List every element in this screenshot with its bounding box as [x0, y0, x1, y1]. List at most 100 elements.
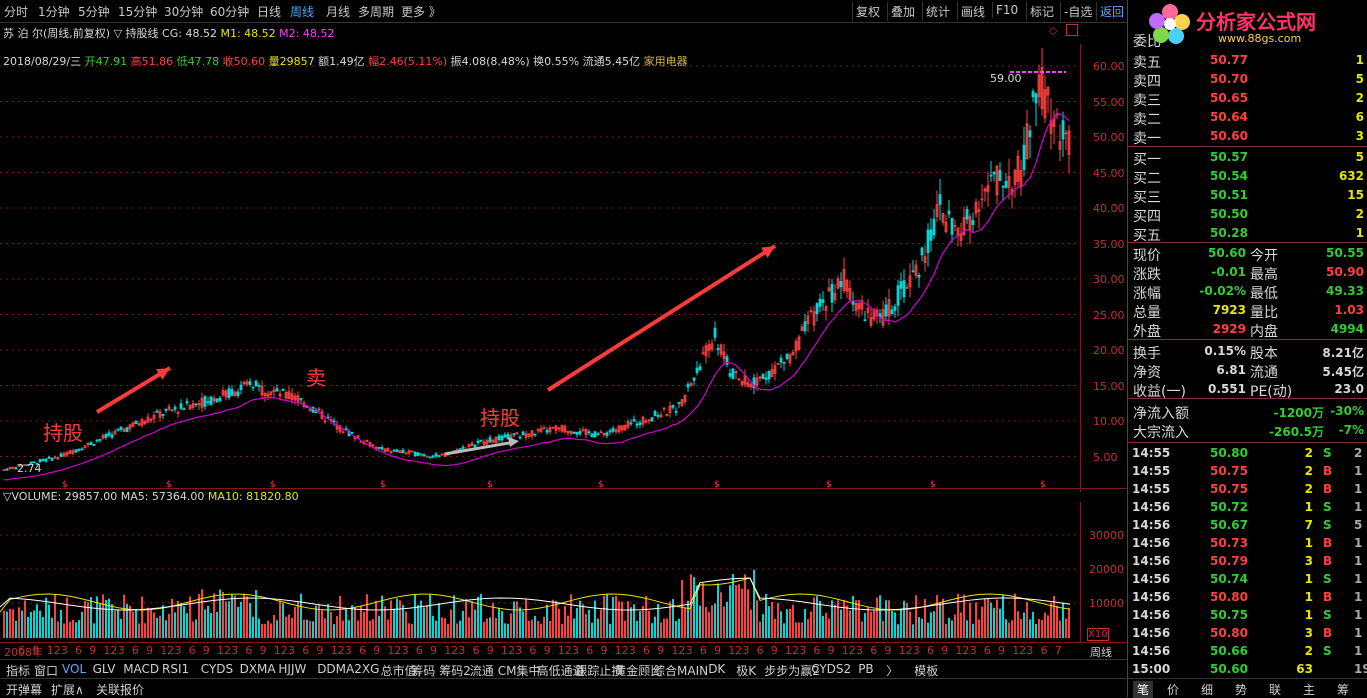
- indicator-tab[interactable]: GLV: [92, 662, 116, 676]
- extra-tab[interactable]: 扩展∧: [51, 683, 84, 697]
- toolbar-button[interactable]: -自选: [1060, 2, 1095, 21]
- indicator-tab[interactable]: 跟踪止损: [575, 664, 624, 678]
- ask-row[interactable]: 卖三 50.65 2: [1128, 89, 1367, 109]
- candlestick-chart[interactable]: $ $ $ $ $ $ $ $ $ $: [0, 44, 1080, 492]
- indicator-tab[interactable]: CYDS: [200, 662, 234, 676]
- toolbar-button[interactable]: 统计: [922, 2, 953, 21]
- candle-body: [482, 441, 486, 445]
- toolbar-button[interactable]: 返回: [1096, 2, 1127, 21]
- quote-tab[interactable]: 价: [1167, 683, 1180, 697]
- indicator-tab[interactable]: 步步为赢2: [764, 664, 820, 678]
- ask-row[interactable]: 卖五 50.77 1: [1128, 51, 1367, 71]
- volume-bar: [687, 600, 689, 638]
- ask-row[interactable]: 卖四 50.70 5: [1128, 70, 1367, 90]
- toolbar-button[interactable]: F10: [992, 2, 1021, 18]
- dividend-marker[interactable]: $: [487, 480, 493, 490]
- toolbar-button[interactable]: 叠加: [887, 2, 918, 21]
- indicator-tab[interactable]: RSI1: [162, 662, 190, 676]
- diamond-icon[interactable]: ◇: [1049, 24, 1058, 37]
- indicator-tab[interactable]: 黄金顾比: [614, 664, 663, 678]
- volume-bar: [678, 618, 680, 638]
- period-tab[interactable]: 60分钟: [210, 5, 250, 19]
- candle-body: [245, 381, 249, 385]
- indicator-tab[interactable]: DXMA: [239, 662, 276, 676]
- indicator-tab[interactable]: 筹码2: [439, 664, 471, 678]
- quote-tab[interactable]: 笔: [1133, 681, 1154, 698]
- tick-row: 14:55 50.75 2 B 1: [1128, 480, 1367, 498]
- bid-row[interactable]: 买二 50.54 632: [1128, 167, 1367, 187]
- quote-tab[interactable]: 筹: [1337, 683, 1350, 697]
- time-tick-label: 12: [387, 644, 402, 657]
- period-tab[interactable]: 更多 》: [401, 5, 441, 19]
- period-tab[interactable]: 5分钟: [78, 5, 110, 19]
- candle-body: [779, 357, 783, 363]
- indicator-tab[interactable]: DK: [708, 662, 726, 676]
- indicator-tab[interactable]: 总市值: [380, 664, 417, 678]
- indicator-tab[interactable]: 模板: [914, 664, 939, 678]
- extra-tab[interactable]: 开弹幕: [6, 683, 43, 697]
- quote-tab[interactable]: 细: [1201, 683, 1214, 697]
- bid-row[interactable]: 买一 50.57 5: [1128, 148, 1367, 168]
- indicator-tab[interactable]: 窗口: [34, 664, 59, 678]
- dividend-marker[interactable]: $: [62, 480, 68, 490]
- dividend-marker[interactable]: $: [166, 480, 172, 490]
- volume-bar: [222, 591, 224, 638]
- extra-tab[interactable]: 关联报价: [96, 683, 145, 697]
- ask-row[interactable]: 卖一 50.60 3: [1128, 127, 1367, 147]
- time-tick-label: 6: [415, 644, 423, 657]
- quote-tab[interactable]: 联: [1269, 683, 1282, 697]
- candle-body: [281, 389, 285, 391]
- volume-bar: [33, 610, 35, 638]
- bar-sector[interactable]: 家用电器: [643, 55, 688, 68]
- indicator-tab[interactable]: 流通: [469, 664, 494, 678]
- toolbar-button[interactable]: 复权: [852, 2, 883, 21]
- dividend-marker[interactable]: $: [1040, 480, 1046, 490]
- indicator-tab[interactable]: DDMA2XG: [317, 662, 380, 676]
- period-tab[interactable]: 月线: [326, 5, 351, 19]
- period-tab[interactable]: 15分钟: [118, 5, 158, 19]
- bid-row[interactable]: 买三 50.51 15: [1128, 186, 1367, 206]
- candle-body: [563, 426, 567, 432]
- indicator-tab[interactable]: CM集中: [497, 664, 541, 678]
- indicator-tab[interactable]: CYDS2: [811, 662, 852, 676]
- volume-chart[interactable]: [0, 502, 1080, 642]
- dividend-marker[interactable]: $: [270, 480, 276, 490]
- ask-row[interactable]: 卖二 50.64 6: [1128, 108, 1367, 128]
- volume-bar: [999, 608, 1001, 638]
- period-tab[interactable]: 周线: [290, 5, 315, 19]
- dividend-marker[interactable]: $: [930, 480, 936, 490]
- bid-row[interactable]: 买五 50.28 1: [1128, 224, 1367, 244]
- dividend-marker[interactable]: $: [598, 480, 604, 490]
- period-tab[interactable]: 1分钟: [38, 5, 70, 19]
- indicator-tab[interactable]: PB: [858, 662, 874, 676]
- toolbar-button[interactable]: 画线: [957, 2, 988, 21]
- period-tab[interactable]: 多周期: [358, 5, 395, 19]
- candle-body: [380, 447, 384, 450]
- indicator-tab[interactable]: 极K: [736, 664, 757, 678]
- volume-bar: [606, 594, 608, 638]
- toolbar-button[interactable]: 标记: [1026, 2, 1057, 21]
- indicator-tab[interactable]: HJJW: [278, 662, 307, 676]
- quote-tab[interactable]: 势: [1235, 683, 1248, 697]
- bid-row[interactable]: 买四 50.50 2: [1128, 205, 1367, 225]
- indicator-tab[interactable]: 综合MAIN: [653, 664, 709, 678]
- period-tab[interactable]: 30分钟: [164, 5, 204, 19]
- tick-row: 14:56 50.72 1 S 1: [1128, 498, 1367, 516]
- quote-tab[interactable]: 主: [1303, 683, 1316, 697]
- volume-bar: [246, 596, 248, 638]
- indicator-tab[interactable]: 指标: [6, 664, 31, 678]
- period-tab[interactable]: 日线: [257, 5, 282, 19]
- indicator-tab[interactable]: VOL: [62, 662, 87, 676]
- indicator-tab[interactable]: MACD: [123, 662, 160, 676]
- dividend-marker[interactable]: $: [380, 480, 386, 490]
- indicator-tab[interactable]: 筹码: [411, 664, 436, 678]
- indicator-name[interactable]: ▽ 持股线: [113, 27, 159, 40]
- time-tick-label: 12: [330, 644, 345, 657]
- indicator-tab[interactable]: 〉: [886, 664, 899, 678]
- dividend-marker[interactable]: $: [826, 480, 832, 490]
- flow-row: 净流入额 -1200万 -30%: [1128, 402, 1367, 422]
- dividend-marker[interactable]: $: [714, 480, 720, 490]
- window-box-icon[interactable]: [1066, 24, 1078, 36]
- indicator-tab[interactable]: 高低通道: [536, 664, 585, 678]
- period-tab[interactable]: 分时: [4, 5, 29, 19]
